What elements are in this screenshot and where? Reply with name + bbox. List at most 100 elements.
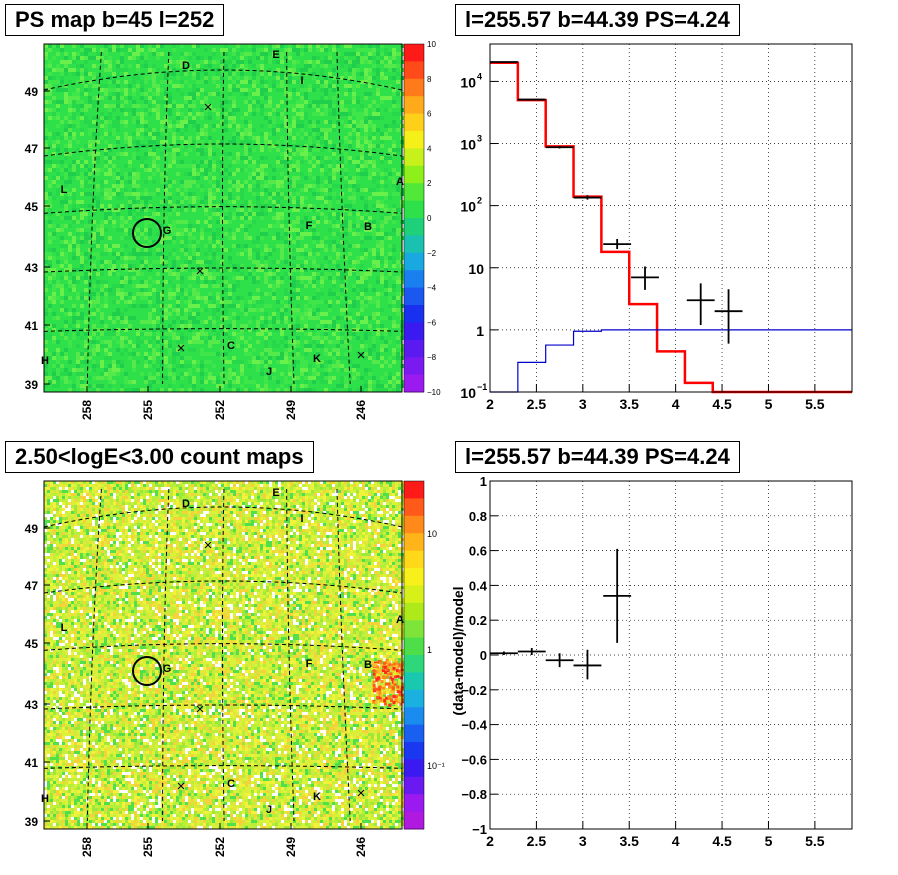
- heatmap-cell: [76, 168, 80, 172]
- colorbar-segment: [404, 374, 424, 393]
- heatmap-cell: [88, 128, 92, 132]
- heatmap-cell: [384, 68, 388, 72]
- heatmap-cell: [47, 736, 50, 739]
- heatmap-cell: [312, 376, 316, 380]
- heatmap-cell: [132, 276, 136, 280]
- heatmap-cell: [212, 276, 216, 280]
- heatmap-cell: [388, 252, 392, 256]
- heatmap-cell: [120, 60, 124, 64]
- heatmap-cell: [332, 212, 336, 216]
- heatmap-cell: [168, 236, 172, 240]
- heatmap-cell: [168, 152, 172, 156]
- heatmap-cell: [76, 296, 80, 300]
- heatmap-cell: [164, 188, 168, 192]
- heatmap-cell: [208, 160, 212, 164]
- heatmap-cell: [184, 68, 188, 72]
- heatmap-cell: [320, 84, 324, 88]
- heatmap-cell: [148, 72, 152, 76]
- heatmap-cell: [44, 538, 47, 541]
- heatmap-cell: [192, 228, 196, 232]
- heatmap-cell: [216, 336, 220, 340]
- heatmap-cell: [168, 344, 172, 348]
- heatmap-cell: [316, 288, 320, 292]
- heatmap-cell: [156, 164, 160, 168]
- heatmap-cell: [252, 240, 256, 244]
- heatmap-cell: [56, 715, 59, 718]
- heatmap-cell: [360, 320, 364, 324]
- heatmap-cell: [364, 300, 368, 304]
- heatmap-cell: [328, 320, 332, 324]
- heatmap-cell: [204, 340, 208, 344]
- heatmap-cell: [244, 92, 248, 96]
- heatmap-cell: [72, 112, 76, 116]
- heatmap-cell: [344, 172, 348, 176]
- heatmap-cell: [140, 296, 144, 300]
- source-label: I: [300, 75, 303, 87]
- heatmap-cell: [60, 372, 64, 376]
- heatmap-cell: [284, 56, 288, 60]
- heatmap-cell: [296, 360, 300, 364]
- heatmap-cell: [53, 532, 56, 535]
- heatmap-cell: [312, 388, 316, 392]
- heatmap-cell: [124, 180, 128, 184]
- heatmap-cell: [288, 316, 292, 320]
- heatmap-cell: [96, 252, 100, 256]
- heatmap-cell: [360, 376, 364, 380]
- heatmap-cell: [50, 745, 53, 748]
- heatmap-cell: [60, 244, 64, 248]
- heatmap-cell: [72, 320, 76, 324]
- heatmap-cell: [44, 120, 48, 124]
- heatmap-cell: [92, 308, 96, 312]
- heatmap-cell: [316, 324, 320, 328]
- heatmap-cell: [328, 276, 332, 280]
- data-point: [517, 98, 546, 101]
- heatmap-cell: [152, 260, 156, 264]
- heatmap-cell: [292, 144, 296, 148]
- heatmap-cell: [240, 184, 244, 188]
- heatmap-cell: [248, 364, 252, 368]
- heatmap-cell: [196, 296, 200, 300]
- heatmap-cell: [268, 112, 272, 116]
- heatmap-cell: [47, 502, 50, 505]
- heatmap-cell: [160, 80, 164, 84]
- heatmap-cell: [168, 228, 172, 232]
- heatmap-cell: [96, 52, 100, 56]
- heatmap-cell: [100, 364, 104, 368]
- heatmap-cell: [172, 272, 176, 276]
- heatmap-cell: [356, 124, 360, 128]
- heatmap-cell: [92, 276, 96, 280]
- heatmap-cell: [280, 216, 284, 220]
- heatmap-cell: [272, 84, 276, 88]
- heatmap-cell: [92, 284, 96, 288]
- heatmap-cell: [184, 308, 188, 312]
- heatmap-cell: [368, 80, 372, 84]
- heatmap-cell: [352, 76, 356, 80]
- heatmap-cell: [84, 56, 88, 60]
- heatmap-cell: [56, 661, 59, 664]
- heatmap-cell: [180, 164, 184, 168]
- heatmap-cell: [104, 92, 108, 96]
- heatmap-cell: [96, 364, 100, 368]
- heatmap-cell: [328, 188, 332, 192]
- heatmap-cell: [248, 56, 252, 60]
- heatmap-cell: [168, 100, 172, 104]
- heatmap-cell: [240, 368, 244, 372]
- heatmap-cell: [56, 192, 60, 196]
- heatmap-cell: [132, 48, 136, 52]
- heatmap-cell: [120, 252, 124, 256]
- heatmap-cell: [56, 739, 59, 742]
- heatmap-cell: [53, 607, 56, 610]
- heatmap-cell: [372, 68, 376, 72]
- heatmap-cell: [276, 124, 280, 128]
- heatmap-cell: [324, 104, 328, 108]
- heatmap-cell: [372, 164, 376, 168]
- heatmap-cell: [172, 120, 176, 124]
- heatmap-cell: [224, 328, 228, 332]
- colorbar-segment: [404, 252, 424, 271]
- heatmap-cell: [47, 670, 50, 673]
- heatmap-cell: [260, 360, 264, 364]
- heatmap-cell: [216, 256, 220, 260]
- heatmap-cell: [272, 248, 276, 252]
- heatmap-cell: [244, 380, 248, 384]
- heatmap-cell: [112, 260, 116, 264]
